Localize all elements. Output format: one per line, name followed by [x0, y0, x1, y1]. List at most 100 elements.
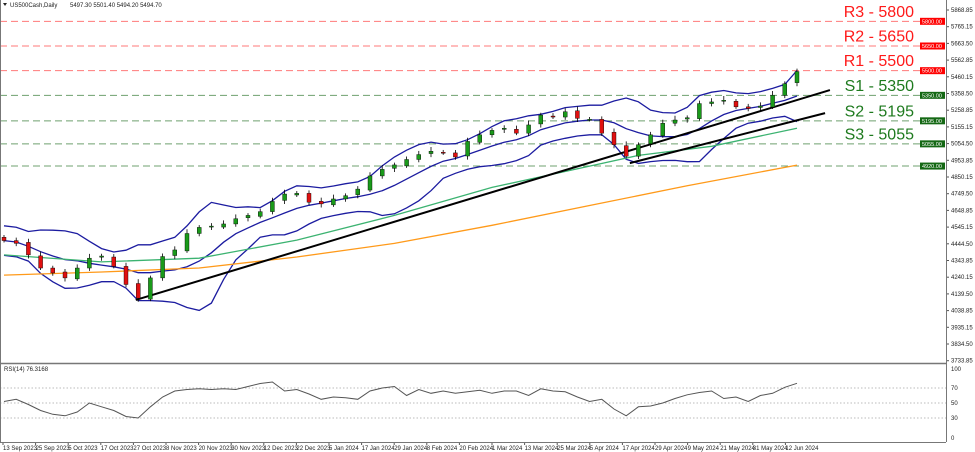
trendline-2[interactable] [629, 112, 826, 165]
candle-body [62, 271, 68, 279]
candle-body [392, 164, 397, 169]
date-tick-label: 17 Apr 2024 [622, 446, 655, 452]
price-tick-label: 3935.15 [951, 325, 973, 331]
level-label-s3: S3 - 5055 [845, 126, 914, 143]
candle [636, 142, 641, 159]
candle-body [319, 201, 324, 205]
date-tick-label: 29 Jan 2024 [394, 446, 428, 452]
candle-body [489, 130, 495, 136]
candle-body [624, 145, 629, 157]
candle [709, 98, 714, 107]
dropdown-triangle-icon[interactable] [3, 3, 7, 6]
level-price-tag-label: 5350.00 [922, 93, 942, 99]
candle-body [782, 83, 787, 96]
candle-body [13, 240, 19, 244]
candle [477, 130, 482, 145]
candle-body [87, 257, 92, 269]
level-price-tag [920, 162, 945, 170]
candle [270, 197, 275, 215]
candle [331, 194, 336, 207]
level-label-s2: S2 - 5195 [845, 103, 914, 120]
candle [209, 223, 214, 231]
candle-body [111, 256, 117, 267]
candle-body [270, 201, 275, 212]
date-tick-label: 25 Mar 2024 [557, 446, 591, 452]
candle-body [380, 169, 385, 177]
candle-body [99, 255, 104, 258]
level-price-tag-label: 4920.00 [922, 164, 942, 170]
bollinger-middle [3, 95, 798, 274]
price-axis[interactable]: 5868.85 5765.15 5663.50 5562.85 5460.15 5358.… [946, 8, 973, 365]
price-tick-label: 5155.15 [951, 125, 973, 131]
price-tick-label: 5460.15 [951, 75, 973, 81]
candle [26, 238, 31, 259]
candle [221, 220, 226, 230]
level-label-s1: S1 - 5350 [845, 78, 914, 95]
candle [50, 265, 55, 276]
candle [599, 116, 604, 136]
trendlines[interactable] [135, 89, 831, 301]
candle-body [502, 128, 507, 130]
level-price-tag [920, 17, 945, 25]
candle [672, 115, 678, 127]
price-tick-label: 4139.50 [951, 292, 973, 298]
level-label-r3: R3 - 5800 [844, 4, 914, 21]
candle-body [575, 110, 580, 119]
candle [489, 128, 495, 138]
candle [258, 208, 263, 219]
candle [172, 246, 178, 260]
candle [184, 229, 190, 253]
candle [660, 119, 665, 138]
candle-body [514, 129, 519, 134]
candle [746, 103, 751, 112]
candle [758, 102, 763, 112]
rsi-tick-label: 70 [951, 386, 958, 392]
candle [697, 100, 702, 121]
chart-header: US500Cash,Daily 5497.30 5501.40 5494.20 … [3, 3, 162, 9]
trendline-1[interactable] [135, 89, 831, 301]
candle [453, 149, 458, 160]
candle-body [416, 154, 421, 160]
candle [526, 120, 531, 136]
price-tick-label: 4444.50 [951, 242, 973, 248]
candle [648, 131, 653, 148]
candle-body [50, 267, 55, 274]
level-price-tag [920, 140, 945, 148]
rsi-panel: 100 70 50 30 0 [0, 367, 962, 442]
candle-body [38, 255, 43, 269]
candle-body [758, 105, 763, 108]
candle-body [1, 237, 7, 241]
level-price-tag-label: 5800.00 [922, 19, 942, 25]
bollinger-upper [3, 70, 798, 253]
level-price-tag [920, 91, 945, 99]
candle [416, 150, 421, 163]
date-tick-label: 20 Feb 2024 [459, 446, 493, 452]
price-tick-label: 5562.85 [951, 58, 973, 64]
candle [770, 91, 775, 109]
candle-body [233, 218, 239, 225]
date-tick-label: 30 Nov 2023 [231, 446, 266, 452]
candle [367, 172, 373, 193]
candle-body [453, 152, 458, 158]
price-tick-label: 5765.15 [951, 25, 973, 31]
date-tick-label: 22 Dec 2023 [296, 446, 331, 452]
candle-body [465, 141, 470, 157]
date-tick-label: 13 Mar 2024 [525, 446, 559, 452]
candle-body [794, 71, 800, 83]
candle-body [697, 103, 702, 119]
candle-body [123, 266, 129, 285]
candle [514, 125, 519, 136]
candle-body [746, 106, 751, 109]
candle [441, 149, 446, 155]
candle [721, 95, 726, 105]
level-price-tag-label: 5195.00 [922, 119, 942, 125]
date-tick-label: 17 Jan 2024 [362, 446, 396, 452]
price-tick-label: 4038.85 [951, 309, 973, 315]
candle-body [221, 223, 226, 228]
price-tick-label: 3733.85 [951, 359, 973, 365]
candle [465, 137, 470, 160]
candle [13, 237, 19, 247]
candle-body [306, 193, 312, 203]
level-price-tag-label: 5650.00 [922, 44, 942, 50]
